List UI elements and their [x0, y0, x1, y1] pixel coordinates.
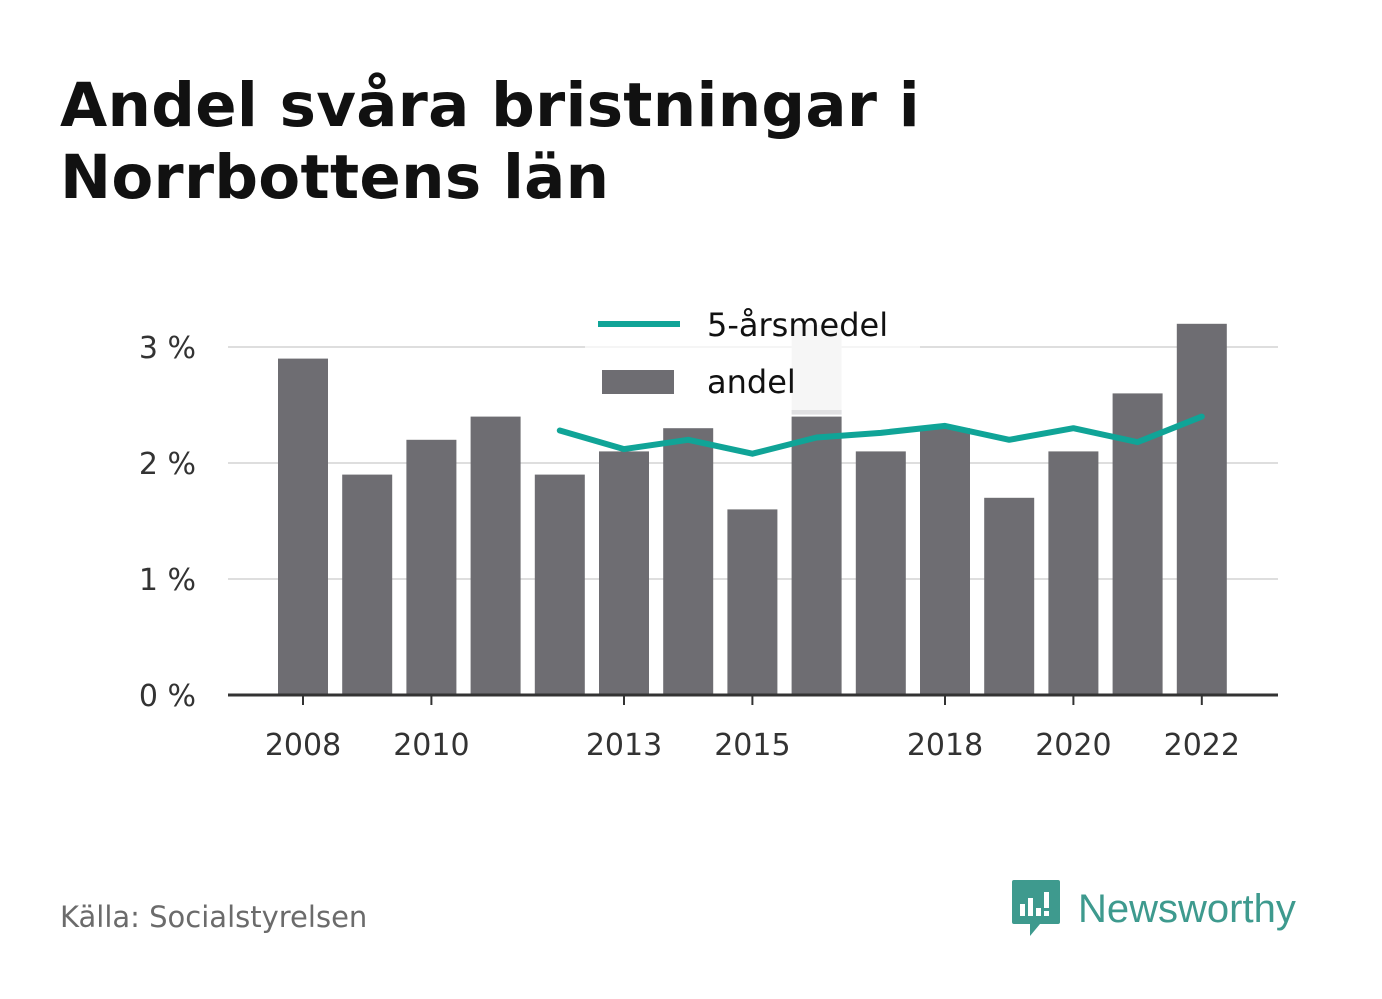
brand-logo: Newsworthy: [1010, 878, 1296, 940]
series-line-5-arsmedel: [556, 413, 1205, 457]
brand-name: Newsworthy: [1078, 886, 1296, 931]
legend-label: andel: [707, 363, 796, 401]
y-tick-label: 1 %: [139, 563, 196, 598]
x-tick-label: 2008: [265, 728, 341, 763]
bar-2013: [599, 451, 649, 695]
y-tick-label: 0 %: [139, 679, 196, 714]
bar-2015: [727, 509, 778, 695]
y-tick-label: 2 %: [139, 447, 196, 482]
bar-2011: [470, 416, 521, 695]
bar-2017: [855, 451, 906, 695]
bar-2009: [342, 474, 393, 695]
bar-2018: [920, 428, 970, 695]
bar-2019: [984, 497, 1035, 695]
newsworthy-logo-icon: [1012, 880, 1060, 936]
x-tick-label: 2013: [586, 728, 662, 763]
chart-title: Andel svåra bristningar i Norrbottens lä…: [60, 70, 920, 213]
legend-label: 5-årsmedel: [707, 306, 888, 344]
x-tick-label: 2015: [714, 728, 790, 763]
bar-2008: [278, 358, 328, 695]
axes: 2008 2010 2013 2015 2018 2020 2022: [228, 693, 1278, 763]
bar-2010: [406, 439, 457, 695]
bar-2016: [791, 416, 842, 695]
bar-2022: [1176, 323, 1227, 695]
x-tick-label: 2010: [393, 728, 469, 763]
x-tick-label: 2018: [907, 728, 983, 763]
source-note: Källa: Socialstyrelsen: [60, 900, 368, 934]
legend-bar-swatch: [602, 370, 674, 394]
bar-2012: [534, 474, 585, 695]
x-tick-label: 2022: [1164, 728, 1240, 763]
average-line: [556, 413, 1205, 457]
x-tick-label: 2020: [1035, 728, 1111, 763]
bar-2014: [663, 428, 714, 695]
legend: 5-årsmedel andel: [585, 300, 920, 410]
bar-2020: [1048, 451, 1099, 695]
bars: [278, 323, 1227, 695]
y-tick-label: 3 %: [139, 331, 196, 366]
